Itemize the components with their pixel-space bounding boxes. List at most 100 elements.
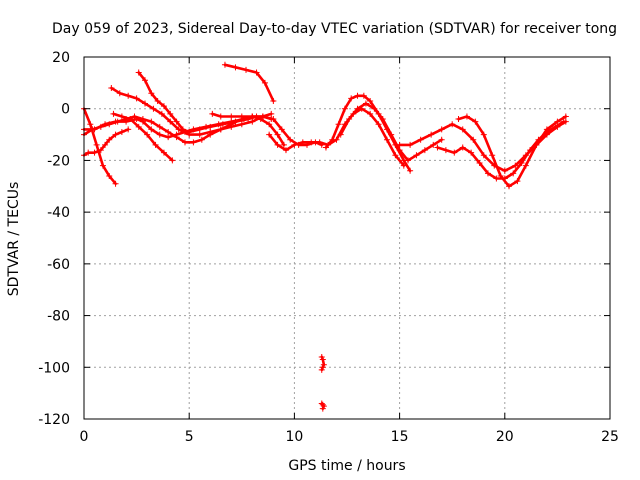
series-track bbox=[318, 353, 327, 373]
data-point bbox=[133, 95, 140, 102]
data-point bbox=[268, 110, 275, 117]
data-point bbox=[392, 152, 399, 159]
data-point bbox=[438, 136, 445, 143]
data-point bbox=[459, 126, 466, 133]
y-axis-label: SDTVAR / TECUs bbox=[6, 182, 22, 297]
data-point bbox=[468, 149, 475, 156]
data-point bbox=[335, 121, 342, 128]
y-tick-label: -40 bbox=[47, 205, 70, 221]
data-point bbox=[243, 66, 250, 73]
data-point bbox=[266, 121, 273, 128]
data-point bbox=[156, 123, 163, 130]
data-point bbox=[348, 95, 355, 102]
data-point bbox=[533, 141, 540, 148]
data-point bbox=[118, 113, 125, 120]
data-point bbox=[405, 157, 412, 164]
data-point bbox=[217, 126, 224, 133]
data-point bbox=[354, 105, 361, 112]
data-point bbox=[463, 113, 470, 120]
data-point bbox=[249, 118, 256, 125]
x-tick-label: 15 bbox=[391, 429, 409, 445]
data-point bbox=[337, 131, 344, 138]
data-point bbox=[148, 126, 155, 133]
data-point bbox=[318, 353, 325, 360]
data-point bbox=[518, 160, 525, 167]
data-point bbox=[417, 136, 424, 143]
data-point bbox=[207, 123, 214, 130]
data-point bbox=[87, 121, 94, 128]
data-point bbox=[253, 69, 260, 76]
data-point bbox=[430, 141, 437, 148]
data-point bbox=[501, 167, 508, 174]
data-point bbox=[421, 147, 428, 154]
series-track bbox=[318, 400, 327, 412]
data-point bbox=[270, 116, 277, 123]
data-point bbox=[428, 131, 435, 138]
data-point bbox=[112, 180, 119, 187]
data-point bbox=[522, 162, 529, 169]
series-line bbox=[110, 86, 273, 136]
data-point bbox=[322, 144, 329, 151]
data-point bbox=[112, 131, 119, 138]
data-point bbox=[493, 175, 500, 182]
data-point bbox=[190, 139, 197, 146]
series-line bbox=[211, 112, 324, 147]
y-tick-label: -120 bbox=[38, 412, 70, 428]
data-point bbox=[320, 361, 327, 368]
data-point bbox=[99, 162, 106, 169]
y-axis: 20 0 -20 -40 -60 -80 -100 -120 bbox=[38, 50, 610, 428]
data-point bbox=[449, 121, 456, 128]
data-point bbox=[131, 113, 138, 120]
data-point bbox=[375, 121, 382, 128]
data-point bbox=[274, 141, 281, 148]
data-point bbox=[354, 92, 361, 99]
data-point bbox=[434, 144, 441, 151]
series-line bbox=[398, 120, 568, 173]
series-track bbox=[266, 105, 407, 169]
data-point bbox=[442, 147, 449, 154]
data-point bbox=[299, 139, 306, 146]
chart-title: Day 059 of 2023, Sidereal Day-to-day VTE… bbox=[52, 21, 617, 37]
data-point bbox=[383, 136, 390, 143]
data-point bbox=[560, 118, 567, 125]
y-tick-label: -100 bbox=[38, 360, 70, 376]
data-point bbox=[116, 90, 123, 97]
data-point bbox=[232, 64, 239, 71]
data-point bbox=[512, 162, 519, 169]
series-track bbox=[455, 113, 569, 190]
series-line bbox=[457, 115, 568, 188]
data-point bbox=[396, 147, 403, 154]
data-point bbox=[341, 105, 348, 112]
data-point bbox=[484, 170, 491, 177]
data-point bbox=[346, 116, 353, 123]
data-point bbox=[127, 116, 134, 123]
series-track bbox=[337, 100, 445, 164]
data-point bbox=[221, 61, 228, 68]
y-tick-label: -20 bbox=[47, 153, 70, 169]
data-point bbox=[319, 405, 326, 412]
data-point bbox=[110, 110, 117, 117]
series-track bbox=[135, 69, 260, 135]
data-point bbox=[261, 79, 268, 86]
data-point bbox=[142, 77, 149, 84]
data-point bbox=[106, 121, 113, 128]
x-tick-label: 20 bbox=[496, 429, 514, 445]
data-point bbox=[451, 149, 458, 156]
data-point bbox=[319, 364, 326, 371]
data-point bbox=[232, 118, 239, 125]
data-point bbox=[142, 100, 149, 107]
data-point bbox=[97, 123, 104, 130]
y-tick-label: -80 bbox=[47, 309, 70, 325]
data-point bbox=[470, 136, 477, 143]
data-point bbox=[228, 113, 235, 120]
data-point bbox=[316, 139, 323, 146]
series-track bbox=[221, 61, 277, 104]
data-point bbox=[362, 100, 369, 107]
data-point bbox=[118, 128, 125, 135]
data-point bbox=[150, 105, 157, 112]
data-point bbox=[367, 110, 374, 117]
data-point bbox=[287, 136, 294, 143]
data-point bbox=[438, 126, 445, 133]
data-point bbox=[489, 152, 496, 159]
